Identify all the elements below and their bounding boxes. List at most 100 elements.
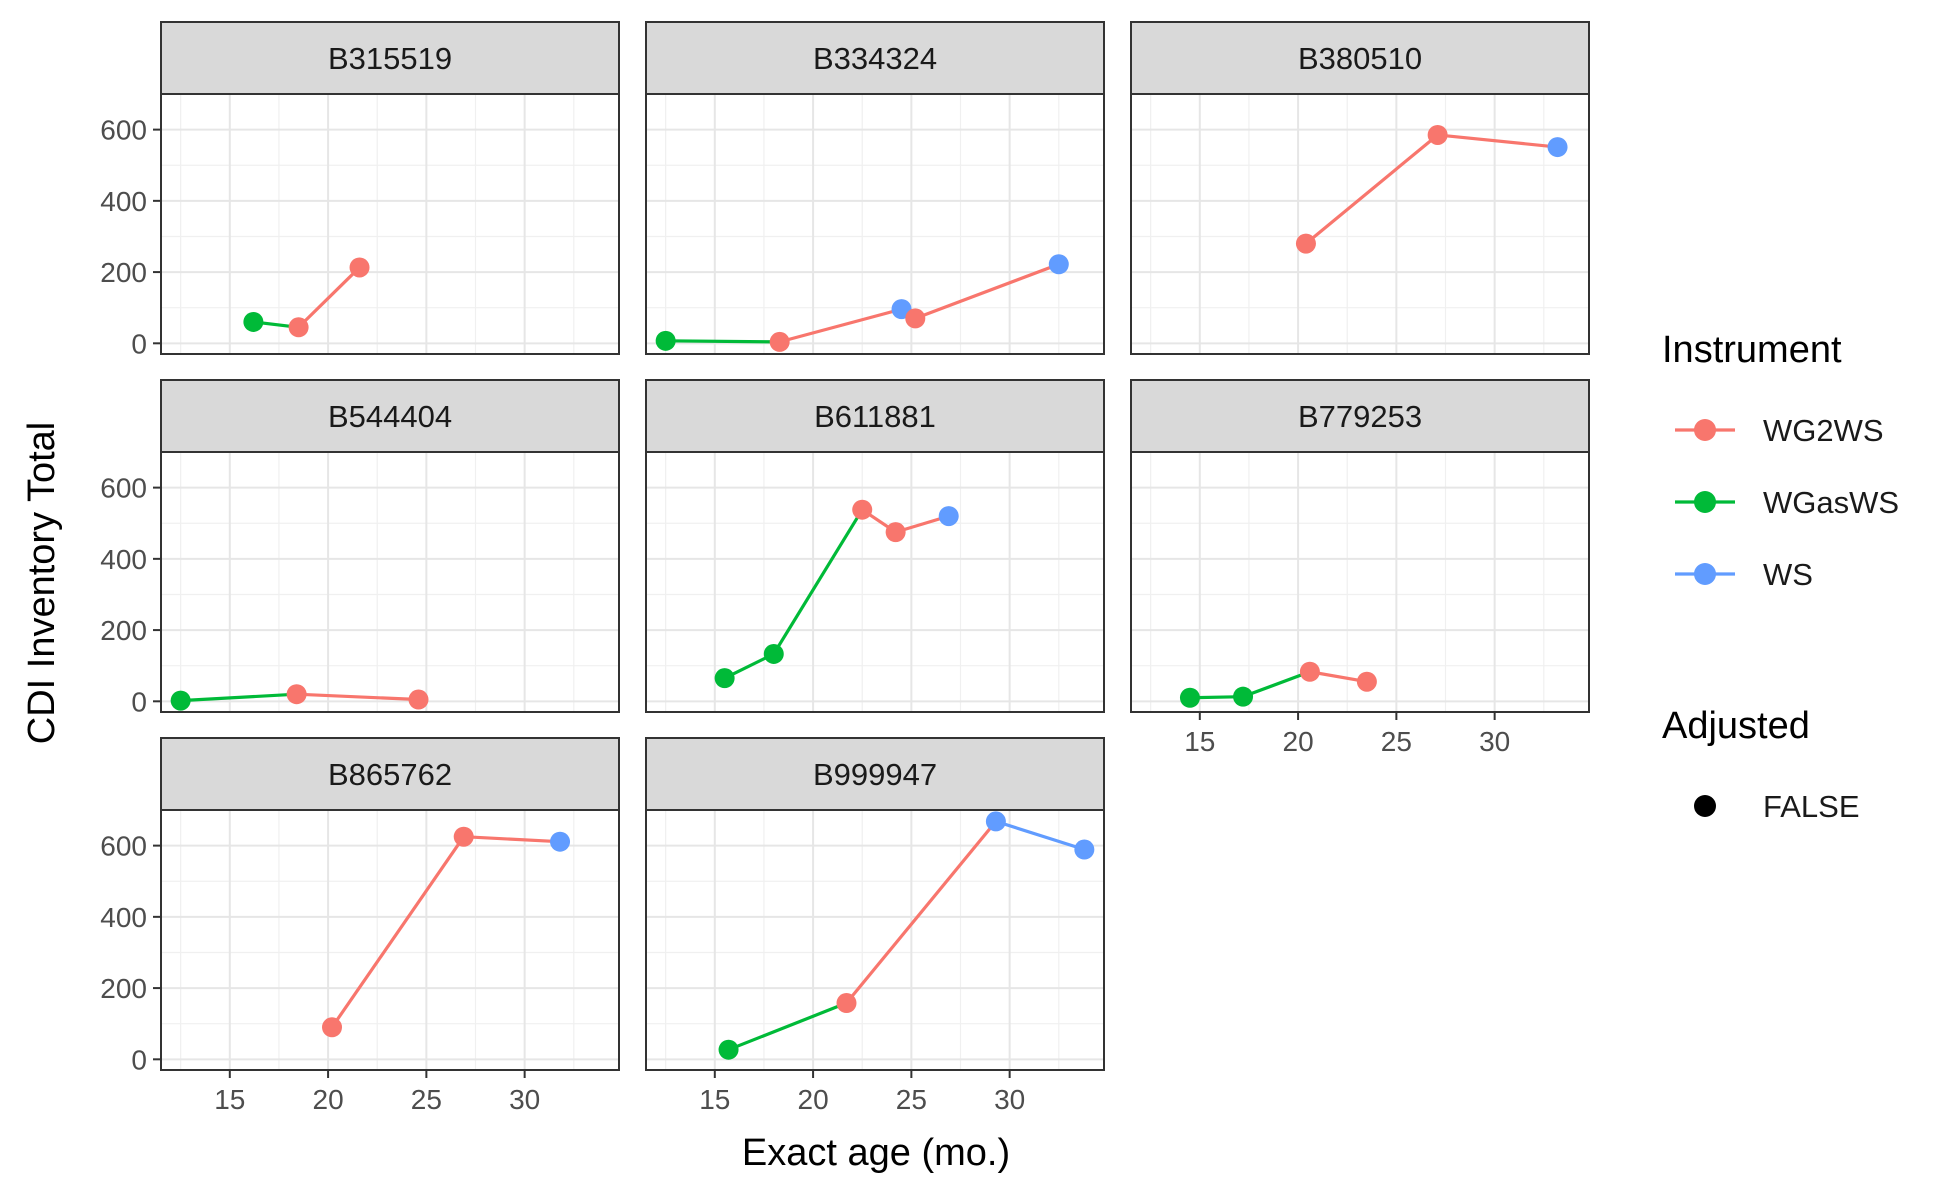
- facet-strip-label: B865762: [328, 757, 452, 792]
- data-point: [1179, 687, 1200, 708]
- facet-strip-label: B544404: [328, 399, 452, 434]
- x-tick-label: 25: [411, 1084, 442, 1115]
- facet-panel-B315519: B315519 0 200 400 600: [100, 21, 620, 359]
- panel-border: [645, 809, 1105, 1071]
- panel-background: [646, 94, 1104, 354]
- legend: Instrument WG2WS WGasWS WS Adjusted FALSE: [1662, 329, 1899, 824]
- y-tick-label: 200: [100, 973, 147, 1004]
- data-point: [408, 689, 429, 710]
- facet-panel-B380510: B380510: [1130, 21, 1590, 355]
- facet-panel-B865762: B865762 0 200 400 600 15 20 25 30: [100, 737, 620, 1115]
- data-point: [718, 1039, 739, 1060]
- y-tick-label: 0: [131, 686, 147, 717]
- x-tick-label: 15: [699, 1084, 730, 1115]
- facet-strip: [645, 21, 1105, 95]
- panel-border: [160, 809, 620, 1071]
- data-point: [286, 684, 307, 705]
- x-tick-label: 30: [994, 1084, 1025, 1115]
- facet-panel-B544404: B544404 0 200 400 600: [100, 379, 620, 717]
- facet-panel-B779253: B779253 15 20 25 30: [1130, 379, 1590, 757]
- data-point: [763, 643, 784, 664]
- data-point: [550, 831, 571, 852]
- series-line-segment: [665, 339, 780, 344]
- x-tick-label: 30: [509, 1084, 540, 1115]
- data-point: [288, 317, 309, 338]
- facet-strip-label: B779253: [1298, 399, 1422, 434]
- y-tick-label: 400: [100, 902, 147, 933]
- data-point: [453, 826, 474, 847]
- panel-background: [161, 452, 619, 712]
- data-point: [836, 993, 857, 1014]
- panel-background: [161, 94, 619, 354]
- series-line-segment: [297, 266, 361, 329]
- y-tick-label: 600: [100, 473, 147, 504]
- legend-key-point: [1694, 563, 1716, 585]
- series-line-segment: [727, 1001, 848, 1052]
- x-tick-label: 15: [214, 1084, 245, 1115]
- y-tick-label: 600: [100, 831, 147, 862]
- data-point: [243, 311, 264, 332]
- data-point: [1233, 686, 1254, 707]
- facet-strip: [645, 379, 1105, 453]
- y-tick-label: 400: [100, 186, 147, 217]
- facet-strip-label: B380510: [1298, 41, 1422, 76]
- facet-panel-B999947: B999947 15 20 25 30: [645, 737, 1105, 1115]
- facet-panel-B611881: B611881: [645, 379, 1105, 713]
- series-line-segment: [330, 835, 466, 1029]
- data-point: [349, 257, 370, 278]
- series-line-segment: [1304, 133, 1439, 245]
- panel-border: [1130, 451, 1590, 713]
- facet-strip-label: B315519: [328, 41, 452, 76]
- x-tick-label: 15: [1184, 726, 1215, 757]
- y-tick-label: 400: [100, 544, 147, 575]
- data-point: [1547, 137, 1568, 158]
- facet-panel-B334324: B334324: [645, 21, 1105, 355]
- y-tick-label: 200: [100, 615, 147, 646]
- data-point: [1356, 671, 1377, 692]
- series-line-segment: [296, 692, 419, 702]
- series-line-segment: [1437, 133, 1558, 149]
- data-point: [170, 690, 191, 711]
- panel-border: [1130, 93, 1590, 355]
- data-point: [885, 522, 906, 543]
- data-point: [1299, 661, 1320, 682]
- x-tick-label: 20: [1283, 726, 1314, 757]
- series-line-segment: [1242, 670, 1311, 699]
- series-line-segment: [772, 508, 864, 655]
- facet-strip: [1130, 379, 1590, 453]
- panel-border: [160, 451, 620, 713]
- panel-background: [161, 810, 619, 1070]
- data-point: [938, 506, 959, 527]
- panel-background: [1131, 94, 1589, 354]
- series-line-segment: [914, 262, 1060, 320]
- x-tick-label: 25: [1381, 726, 1412, 757]
- data-point: [1427, 124, 1448, 145]
- panel-background: [1131, 452, 1589, 712]
- legend-key-point: [1694, 491, 1716, 513]
- facet-strip: [160, 379, 620, 453]
- data-point: [655, 330, 676, 351]
- facet-strip: [160, 737, 620, 811]
- series-line-segment: [180, 692, 297, 703]
- y-tick-label: 0: [131, 328, 147, 359]
- panel-border: [645, 93, 1105, 355]
- legend-title-adjusted: Adjusted: [1662, 705, 1810, 747]
- facet-strip-label: B611881: [814, 399, 936, 434]
- legend-title-instrument: Instrument: [1662, 329, 1842, 371]
- data-point: [1048, 254, 1069, 275]
- data-point: [852, 499, 873, 520]
- y-axis-title: CDI Inventory Total: [21, 422, 63, 744]
- data-point: [322, 1017, 343, 1038]
- facet-strip-label: B999947: [813, 757, 937, 792]
- x-axis-title: Exact age (mo.): [742, 1132, 1010, 1174]
- legend-key-point: [1694, 795, 1716, 817]
- y-tick-label: 600: [100, 115, 147, 146]
- y-tick-label: 200: [100, 257, 147, 288]
- panel-border: [160, 93, 620, 355]
- legend-key-point: [1694, 419, 1716, 441]
- facet-strip: [160, 21, 620, 95]
- legend-label-false: FALSE: [1763, 789, 1860, 824]
- panel-background: [646, 810, 1104, 1070]
- series-line-segment: [779, 307, 902, 344]
